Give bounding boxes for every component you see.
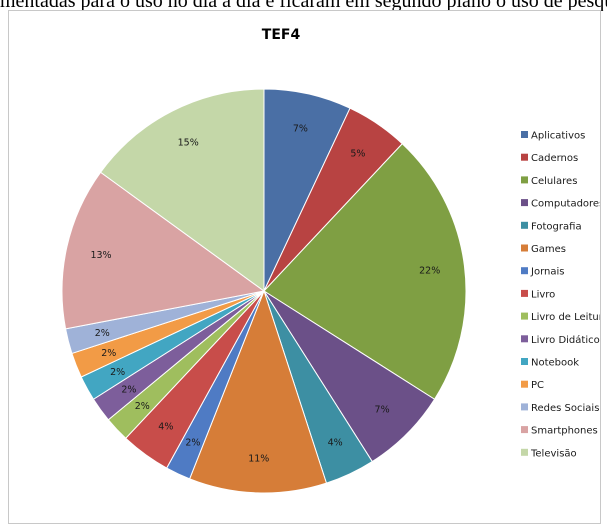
- legend-label-celulares: Celulares: [531, 176, 577, 187]
- legend-label-games: Games: [531, 244, 566, 255]
- pie-chart: TEF4 7%5%22%7%4%11%2%4%2%2%2%2%2%13%15% …: [61, 27, 600, 494]
- data-label-pc: 2%: [101, 348, 116, 359]
- legend-swatch-computadores: [521, 199, 528, 207]
- legend-swatch-notebook: [521, 358, 528, 365]
- data-label-televisao: 15%: [178, 138, 199, 149]
- legend-label-cadernos: Cadernos: [531, 153, 578, 164]
- page-caption: mentadas para o uso no dia a dia e ficar…: [0, 0, 607, 11]
- data-label-notebook: 2%: [110, 367, 125, 378]
- chart-area: TEF4 7% 5% 22% 7% 4% 11% 2% 4% 2% 2% 2% 2% 2% 13% 15% …: [8, 10, 601, 524]
- legend-swatch-jornais: [521, 267, 528, 275]
- legend-swatch-livro-didatico: [521, 335, 528, 343]
- legend-label-livro: Livro: [531, 289, 555, 300]
- data-label-jornais: 2%: [185, 438, 200, 449]
- legend-label-fotografia: Fotografia: [531, 221, 582, 232]
- legend-swatch-redes-sociais: [521, 403, 528, 411]
- chart-legend: Aplicativos Cadernos Celulares Computadores…: [521, 131, 600, 459]
- data-label-redes-sociais: 2%: [95, 328, 110, 339]
- legend-swatch-livro-de-leitura: [521, 312, 528, 320]
- data-label-smartphones: 13%: [90, 250, 111, 261]
- data-label-livro-didatico: 2%: [121, 385, 136, 396]
- legend-swatch-fotografia: [521, 221, 528, 229]
- data-label-aplicativos: 7%: [293, 124, 308, 135]
- legend-label-livro-didatico: Livro Didático: [531, 334, 600, 346]
- pie-slice-games: [188, 289, 328, 494]
- legend-swatch-aplicativos: [521, 131, 528, 138]
- legend-label-jornais: Jornais: [530, 267, 564, 278]
- pie-slice-smartphones: [61, 171, 266, 330]
- legend-label-pc: PC: [531, 380, 544, 391]
- data-label-fotografia: 4%: [328, 438, 343, 449]
- chart-title: TEF4: [262, 27, 301, 43]
- legend-label-aplicativos: Aplicativos: [531, 131, 585, 142]
- data-label-livro-de-leitura: 2%: [135, 401, 150, 412]
- legend-swatch-cadernos: [521, 153, 528, 161]
- legend-label-livro-de-leitura: Livro de Leitura: [531, 312, 600, 323]
- legend-label-redes-sociais: Redes Sociais: [531, 403, 599, 414]
- data-label-games: 11%: [248, 453, 269, 464]
- legend-swatch-celulares: [521, 176, 528, 184]
- data-label-celulares: 22%: [419, 266, 440, 277]
- legend-swatch-smartphones: [521, 426, 528, 434]
- data-label-computadores: 7%: [375, 405, 390, 416]
- legend-label-smartphones: Smartphones: [531, 426, 598, 437]
- legend-swatch-livro: [521, 289, 528, 297]
- pie-slices: [61, 88, 467, 494]
- legend-label-notebook: Notebook: [531, 358, 579, 369]
- data-label-cadernos: 5%: [350, 148, 365, 159]
- legend-swatch-games: [521, 244, 528, 252]
- data-label-livro: 4%: [158, 422, 173, 433]
- pie-slice-celulares: [263, 143, 467, 400]
- pie-slice-televisao: [99, 88, 265, 292]
- pie-data-labels: 7% 5% 22% 7% 4% 11% 2% 4% 2% 2% 2% 2% 2% 13% 15%: [90, 124, 440, 465]
- legend-label-computadores: Computadores: [531, 199, 600, 210]
- legend-swatch-televisao: [521, 448, 528, 456]
- legend-swatch-pc: [521, 380, 528, 388]
- legend-label-televisao: Televisão: [530, 448, 577, 459]
